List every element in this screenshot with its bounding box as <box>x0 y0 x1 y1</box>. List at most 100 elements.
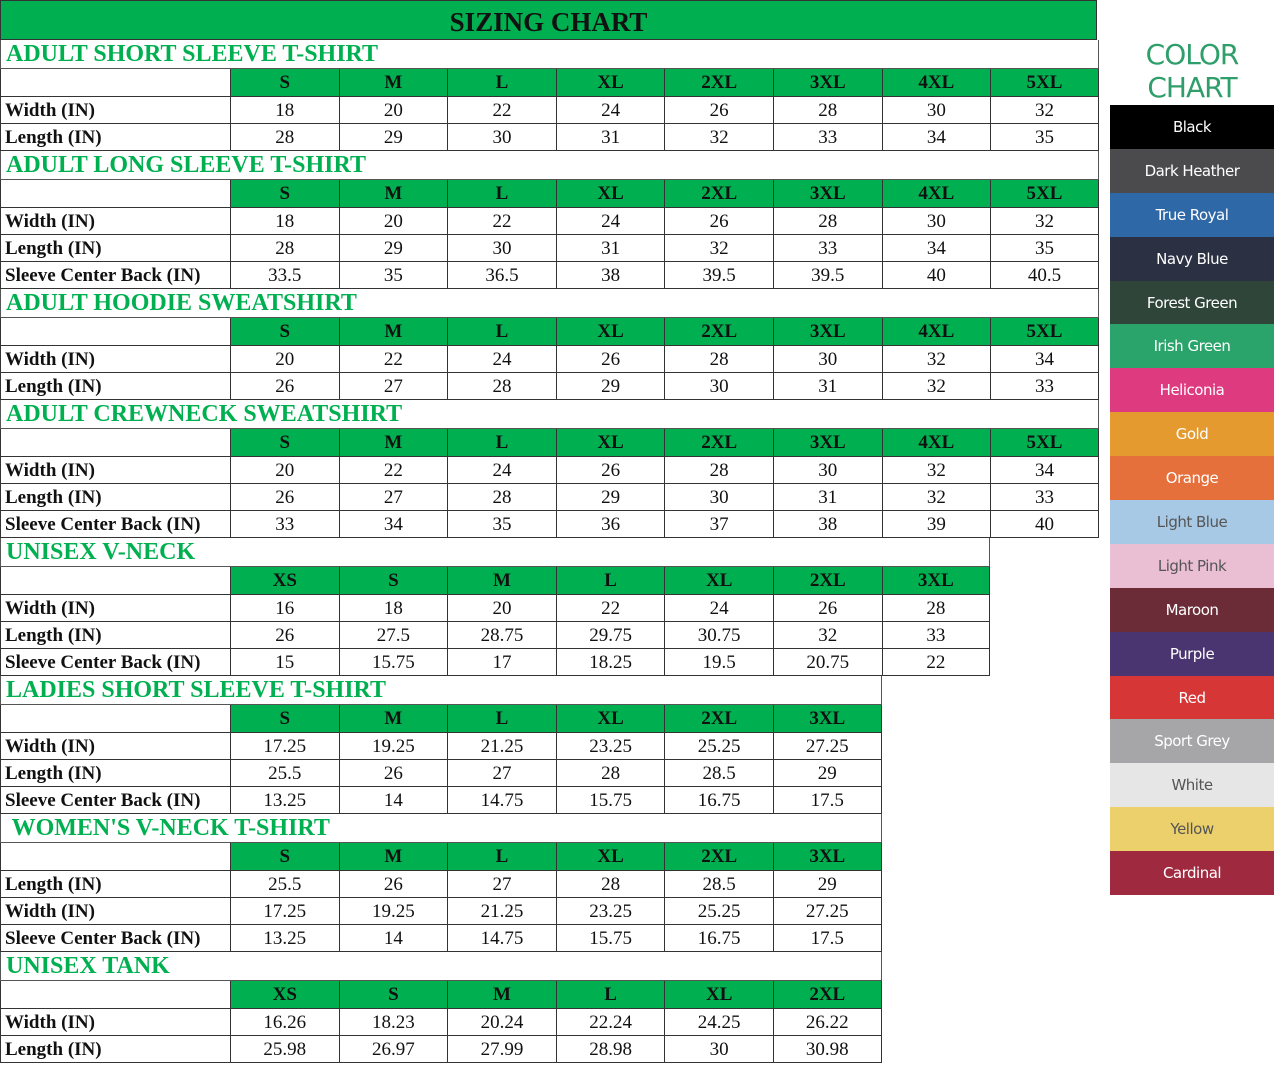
measurement-value: 20 <box>338 208 448 234</box>
size-header-cell: 3XL <box>772 843 882 870</box>
measurement-row: Width (IN) 17.25 19.25 21.25 23.25 25.25 27.25 <box>0 733 882 760</box>
color-swatch-irish-green: Irish Green <box>1110 324 1274 369</box>
size-header-cell: 5XL <box>990 69 1099 96</box>
size-header-cell: 3XL <box>881 567 991 594</box>
measurement-value: 40.5 <box>990 262 1099 288</box>
color-chart-title: COLOR CHART <box>1145 38 1240 104</box>
color-swatch-black: Black <box>1110 105 1274 149</box>
measurement-row: Sleeve Center Back (IN) 13.25 14 14.75 15.75… <box>0 787 882 814</box>
color-swatch-list: Black Dark Heather True Royal Navy Blue Fore… <box>1110 105 1274 896</box>
measurement-value: 27 <box>338 484 448 510</box>
size-header-cell: M <box>338 843 448 870</box>
section-title: LADIES SHORT SLEEVE T-SHIRT <box>0 676 882 705</box>
measurement-value: 27.99 <box>447 1036 556 1062</box>
measurement-value: 14 <box>338 925 448 951</box>
measurement-label: Width (IN) <box>0 595 230 621</box>
size-header-cell: 5XL <box>990 429 1099 456</box>
measurement-value: 16.75 <box>664 787 773 813</box>
size-section: WOMEN'S V-NECK T-SHIRT S M L XL 2XL 3XL Length … <box>0 814 882 952</box>
measurement-value: 27 <box>338 373 448 399</box>
measurement-value: 27 <box>447 760 556 786</box>
measurement-label: Sleeve Center Back (IN) <box>0 511 230 537</box>
size-header-cell: XL <box>664 567 773 594</box>
measurement-value: 33 <box>230 511 339 537</box>
measurement-value: 28.5 <box>664 871 773 897</box>
measurement-value: 28.98 <box>555 1036 665 1062</box>
measurement-value: 26 <box>555 346 665 372</box>
measurement-value: 35 <box>338 262 448 288</box>
measurement-value: 32 <box>990 208 1099 234</box>
measurement-value: 38 <box>772 511 882 537</box>
measurement-value: 22 <box>447 97 556 123</box>
measurement-value: 26 <box>230 373 339 399</box>
size-header-cell: 2XL <box>772 567 882 594</box>
size-header-cell: M <box>447 981 556 1008</box>
measurement-value: 13.25 <box>230 925 339 951</box>
measurement-label: Length (IN) <box>0 871 230 897</box>
measurement-value: 32 <box>881 346 991 372</box>
measurement-value: 26 <box>664 208 773 234</box>
measurement-value: 29 <box>555 484 665 510</box>
measurement-value: 30 <box>881 97 991 123</box>
measurement-value: 17.5 <box>772 925 882 951</box>
measurement-value: 32 <box>881 373 991 399</box>
size-header-cell: L <box>447 180 556 207</box>
size-header-row: S M L XL 2XL 3XL <box>0 843 882 871</box>
color-swatch-navy-blue: Navy Blue <box>1110 236 1274 281</box>
measurement-value: 27.5 <box>338 622 448 648</box>
size-header-row: S M L XL 2XL 3XL 4XL 5XL <box>0 69 1099 97</box>
measurement-value: 33 <box>881 622 991 648</box>
measurement-value: 29 <box>338 124 448 150</box>
measurement-value: 18.23 <box>338 1009 448 1035</box>
measurement-row: Length (IN) 26 27 28 29 30 31 32 33 <box>0 373 1099 400</box>
measurement-value: 27.25 <box>772 898 882 924</box>
size-header-cell: L <box>447 318 556 345</box>
color-swatch-purple: Purple <box>1110 631 1274 676</box>
sizing-chart-title: SIZING CHART <box>0 0 1097 40</box>
measurement-value: 39.5 <box>772 262 882 288</box>
measurement-value: 21.25 <box>447 898 556 924</box>
size-header-cell: XL <box>555 705 665 732</box>
measurement-row: Width (IN) 16.26 18.23 20.24 22.24 24.25 26.22 <box>0 1009 882 1036</box>
header-blank-cell <box>0 567 230 594</box>
measurement-value: 33 <box>990 373 1099 399</box>
measurement-value: 34 <box>990 346 1099 372</box>
size-header-cell: S <box>230 429 339 456</box>
measurement-label: Width (IN) <box>0 97 230 123</box>
measurement-value: 28 <box>772 97 882 123</box>
measurement-value: 28 <box>772 208 882 234</box>
measurement-row: Length (IN) 25.5 26 27 28 28.5 29 <box>0 760 882 787</box>
size-section: UNISEX V-NECK XS S M L XL 2XL 3XL Width (IN) 16 18… <box>0 538 991 676</box>
measurement-value: 18 <box>230 97 339 123</box>
size-header-cell: 4XL <box>881 69 991 96</box>
size-header-cell: 3XL <box>772 429 882 456</box>
measurement-row: Length (IN) 25.5 26 27 28 28.5 29 <box>0 871 882 898</box>
measurement-value: 28 <box>447 484 556 510</box>
measurement-value: 28 <box>447 373 556 399</box>
measurement-value: 20.24 <box>447 1009 556 1035</box>
measurement-value: 17 <box>447 649 556 675</box>
measurement-value: 28 <box>664 346 773 372</box>
size-section: ADULT CREWNECK SWEATSHIRT S M L XL 2XL 3XL 4XL 5… <box>0 400 1099 538</box>
measurement-value: 32 <box>664 124 773 150</box>
measurement-value: 29 <box>338 235 448 261</box>
measurement-value: 36 <box>555 511 665 537</box>
size-header-cell: 5XL <box>990 318 1099 345</box>
color-swatch-yellow: Yellow <box>1110 807 1274 852</box>
measurement-row: Length (IN) 26 27 28 29 30 31 32 33 <box>0 484 1099 511</box>
size-header-cell: M <box>338 69 448 96</box>
size-header-cell: 3XL <box>772 69 882 96</box>
measurement-label: Sleeve Center Back (IN) <box>0 787 230 813</box>
size-header-cell: M <box>338 180 448 207</box>
color-swatch-gold: Gold <box>1110 412 1274 457</box>
size-header-cell: L <box>447 69 556 96</box>
measurement-value: 40 <box>881 262 991 288</box>
measurement-value: 30 <box>664 484 773 510</box>
size-header-cell: 2XL <box>664 318 773 345</box>
measurement-value: 30 <box>772 457 882 483</box>
size-header-cell: XS <box>230 567 339 594</box>
size-section: ADULT LONG SLEEVE T-SHIRT S M L XL 2XL 3XL 4XL 5… <box>0 151 1099 289</box>
size-header-row: S M L XL 2XL 3XL 4XL 5XL <box>0 429 1099 457</box>
measurement-value: 34 <box>881 235 991 261</box>
measurement-label: Sleeve Center Back (IN) <box>0 262 230 288</box>
